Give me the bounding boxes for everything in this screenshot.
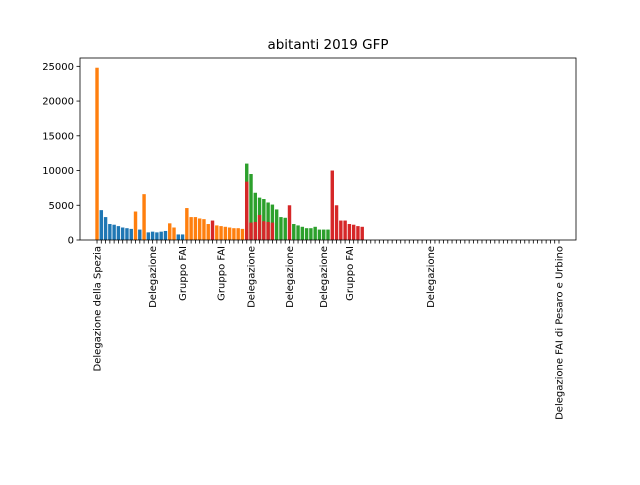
bar — [210, 220, 215, 240]
bar — [120, 227, 125, 240]
bar — [270, 204, 275, 240]
bar — [155, 232, 159, 240]
bar — [146, 232, 151, 240]
bar — [176, 234, 180, 240]
bar — [150, 231, 155, 240]
bar — [206, 224, 210, 240]
bar — [309, 228, 313, 240]
overlay-bar — [245, 181, 249, 240]
overlay-bar — [262, 221, 266, 240]
bar — [112, 224, 116, 240]
y-tick-label: 5000 — [49, 201, 74, 212]
bar — [219, 226, 223, 240]
bar — [326, 229, 330, 240]
bar — [236, 228, 240, 240]
bar — [223, 226, 228, 240]
overlay-bar — [266, 221, 270, 240]
bar — [180, 234, 185, 240]
overlay-bars-group — [245, 181, 275, 240]
y-tick-label: 25000 — [42, 62, 74, 73]
bar — [322, 229, 326, 240]
bar — [197, 218, 202, 240]
bar — [304, 228, 309, 240]
x-tick-label: Delegazione FAI di Pesaro e Urbino — [554, 246, 565, 420]
bar — [116, 226, 121, 240]
y-ticks-group: 0 5000 10000 15000 20000 25000 — [42, 62, 80, 247]
x-labels-group: Delegazione della Spezia Delegazione Grupp… — [93, 240, 565, 420]
x-tick-label: Gruppo FAI — [178, 246, 189, 301]
bar — [334, 205, 339, 240]
bar — [168, 223, 172, 240]
bar — [313, 226, 317, 240]
x-tick-label: Delegazione della Spezia — [93, 246, 104, 371]
bar — [266, 202, 270, 240]
bar — [103, 217, 108, 240]
bar — [193, 217, 198, 240]
bar — [274, 209, 279, 240]
bar — [138, 229, 142, 240]
bars-group — [95, 67, 364, 240]
bar — [142, 194, 146, 240]
y-tick-label: 20000 — [42, 97, 74, 108]
overlay-bar — [257, 214, 262, 240]
bar — [339, 220, 343, 240]
bar — [133, 211, 138, 240]
bar — [232, 228, 236, 240]
bar — [95, 67, 99, 240]
x-tick-label: Delegazione — [285, 246, 296, 308]
plot-frame — [79, 57, 577, 241]
bar — [99, 210, 104, 240]
x-tick-label: Gruppo FAI — [345, 246, 356, 301]
bar — [215, 225, 219, 240]
bar — [240, 228, 245, 240]
bar — [330, 170, 334, 240]
bar — [296, 225, 300, 240]
bar — [159, 231, 163, 240]
bar — [262, 199, 266, 240]
bar — [300, 226, 305, 240]
y-tick-label: 15000 — [42, 131, 74, 142]
bar — [189, 217, 193, 240]
bar — [347, 224, 352, 240]
bar — [351, 224, 356, 240]
x-tick-label: Gruppo FAI — [217, 246, 228, 301]
y-tick-label: 0 — [68, 236, 74, 247]
bar — [172, 227, 176, 240]
bar — [279, 217, 283, 240]
overlay-bar — [249, 222, 253, 240]
bar — [108, 224, 112, 240]
bar — [227, 227, 232, 240]
bar — [163, 230, 168, 240]
x-tick-label: Delegazione — [426, 246, 437, 308]
y-tick-label: 10000 — [42, 166, 74, 177]
bar — [249, 174, 253, 240]
bar — [317, 229, 322, 240]
x-tick-label: Delegazione — [148, 246, 159, 308]
bar — [343, 220, 347, 240]
bar — [202, 219, 206, 240]
bar — [253, 192, 257, 240]
bar — [125, 228, 129, 240]
bar — [360, 226, 364, 240]
x-tick-label: Delegazione — [319, 246, 330, 308]
axes-group — [79, 57, 577, 241]
bar — [287, 205, 292, 240]
bar — [185, 208, 189, 240]
bar — [292, 224, 296, 240]
chart-title: abitanti 2019 GFP — [267, 37, 388, 53]
bar — [129, 228, 133, 240]
bar — [283, 217, 287, 240]
overlay-bar — [253, 221, 257, 240]
x-tick-label: Delegazione — [247, 246, 258, 308]
overlay-bar — [270, 222, 275, 240]
bar — [356, 226, 360, 240]
